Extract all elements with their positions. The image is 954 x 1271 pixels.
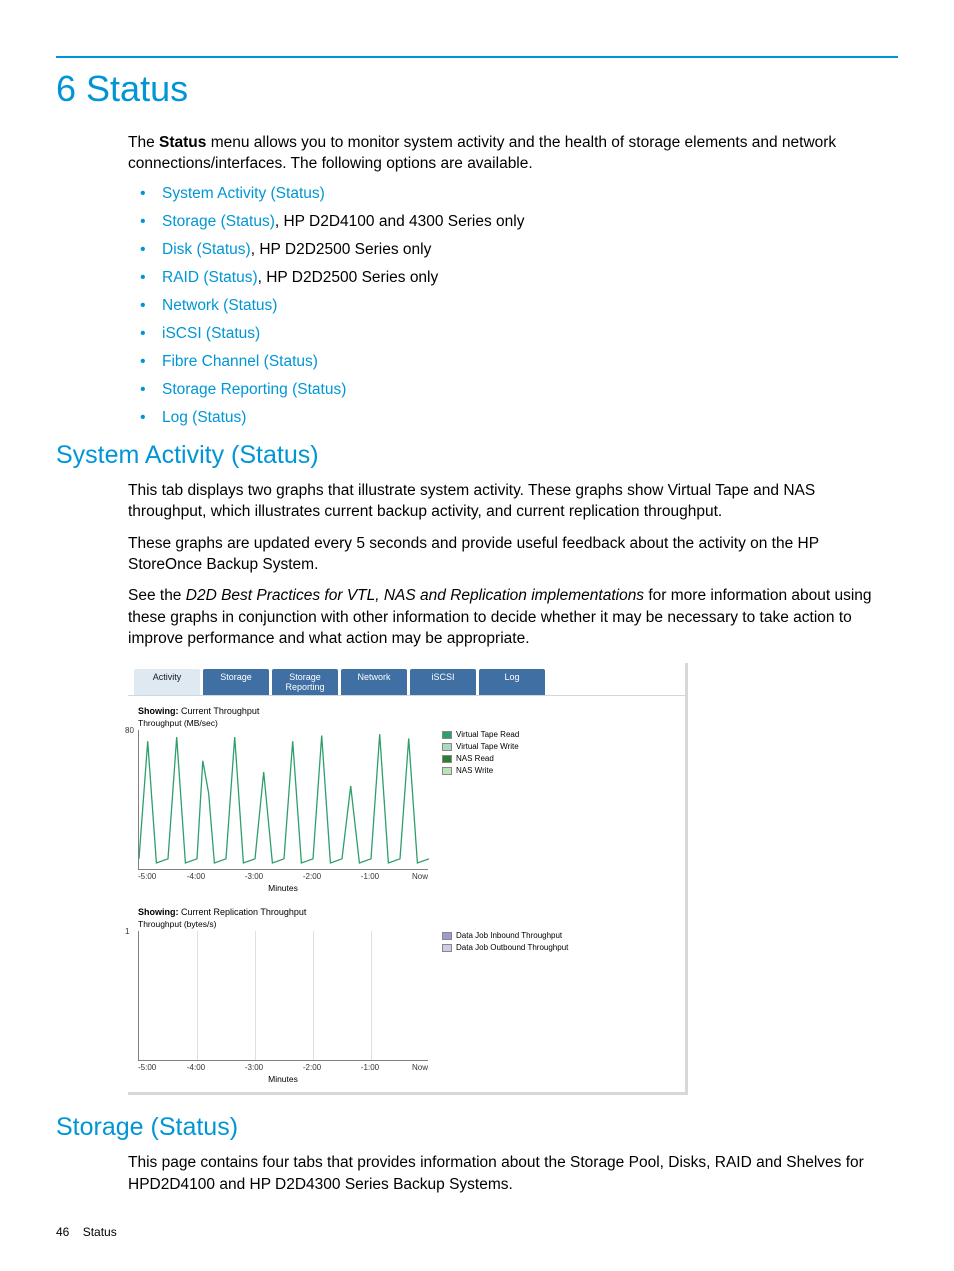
chapter-name: Status: [86, 68, 188, 109]
menu-link-item: Network (Status): [140, 297, 888, 315]
chart1-showing: Showing: Current Throughput: [138, 706, 675, 716]
menu-link-suffix: , HP D2D2500 Series only: [251, 241, 432, 258]
menu-link[interactable]: System Activity (Status): [162, 185, 325, 202]
legend-item: Virtual Tape Read: [442, 730, 519, 739]
menu-link[interactable]: Fibre Channel (Status): [162, 353, 318, 370]
page-number: 46: [56, 1225, 69, 1239]
menu-link-item: RAID (Status), HP D2D2500 Series only: [140, 269, 888, 287]
chart1-legend: Virtual Tape Read Virtual Tape Write NAS R…: [442, 730, 519, 778]
replication-chart: 1: [138, 931, 428, 1061]
menu-link-item: System Activity (Status): [140, 185, 888, 203]
menu-link[interactable]: Disk (Status): [162, 241, 251, 258]
sa-paragraph-2: These graphs are updated every 5 seconds…: [128, 533, 888, 576]
screenshot-tab[interactable]: Storage: [203, 669, 269, 695]
screenshot-tabs: ActivityStorageStorage ReportingNetworki…: [128, 663, 685, 695]
menu-link-list: System Activity (Status) Storage (Status)…: [140, 185, 888, 427]
chart2-xaxis-label: Minutes: [138, 1074, 428, 1084]
page-footer: 46 Status: [56, 1225, 117, 1239]
menu-link-item: Log (Status): [140, 409, 888, 427]
screenshot-tab[interactable]: iSCSI: [410, 669, 476, 695]
sa-paragraph-3: See the D2D Best Practices for VTL, NAS …: [128, 585, 888, 649]
activity-screenshot: ActivityStorageStorage ReportingNetworki…: [128, 663, 688, 1095]
legend-item: NAS Write: [442, 766, 519, 775]
menu-link-suffix: , HP D2D2500 Series only: [258, 269, 439, 286]
chart2-ylabel: Throughput (bytes/s): [138, 919, 675, 929]
menu-link-item: Fibre Channel (Status): [140, 353, 888, 371]
legend-item: Data Job Outbound Throughput: [442, 943, 568, 952]
legend-item: NAS Read: [442, 754, 519, 763]
screenshot-tab[interactable]: Activity: [134, 669, 200, 695]
footer-label: Status: [83, 1225, 117, 1239]
throughput-chart: 80: [138, 730, 428, 870]
menu-link-item: iSCSI (Status): [140, 325, 888, 343]
legend-item: Virtual Tape Write: [442, 742, 519, 751]
section-system-activity-heading: System Activity (Status): [56, 441, 898, 470]
menu-link-item: Storage (Status), HP D2D4100 and 4300 Se…: [140, 213, 888, 231]
chapter-title: 6 Status: [56, 68, 898, 110]
chart1-xaxis-label: Minutes: [138, 883, 428, 893]
sa-paragraph-1: This tab displays two graphs that illust…: [128, 480, 888, 523]
menu-link[interactable]: Network (Status): [162, 297, 277, 314]
legend-item: Data Job Inbound Throughput: [442, 931, 568, 940]
menu-link-suffix: , HP D2D4100 and 4300 Series only: [275, 213, 525, 230]
menu-link[interactable]: Log (Status): [162, 409, 246, 426]
menu-link-item: Disk (Status), HP D2D2500 Series only: [140, 241, 888, 259]
storage-paragraph-1: This page contains four tabs that provid…: [128, 1152, 888, 1195]
section-storage-heading: Storage (Status): [56, 1113, 898, 1142]
screenshot-tab[interactable]: Storage Reporting: [272, 669, 338, 695]
menu-link[interactable]: Storage (Status): [162, 213, 275, 230]
menu-link-item: Storage Reporting (Status): [140, 381, 888, 399]
menu-link[interactable]: RAID (Status): [162, 269, 258, 286]
menu-link[interactable]: iSCSI (Status): [162, 325, 260, 342]
chart2-showing: Showing: Current Replication Throughput: [138, 907, 675, 917]
menu-link[interactable]: Storage Reporting (Status): [162, 381, 346, 398]
chart1-xticks: -5:00-4:00-3:00-2:00-1:00Now: [138, 872, 428, 881]
chapter-number: 6: [56, 68, 76, 109]
screenshot-tab[interactable]: Log: [479, 669, 545, 695]
chart2-xticks: -5:00-4:00-3:00-2:00-1:00Now: [138, 1063, 428, 1072]
chart2-legend: Data Job Inbound Throughput Data Job Outb…: [442, 931, 568, 955]
chart1-ylabel: Throughput (MB/sec): [138, 718, 675, 728]
intro-paragraph: The Status menu allows you to monitor sy…: [128, 132, 888, 175]
screenshot-tab[interactable]: Network: [341, 669, 407, 695]
